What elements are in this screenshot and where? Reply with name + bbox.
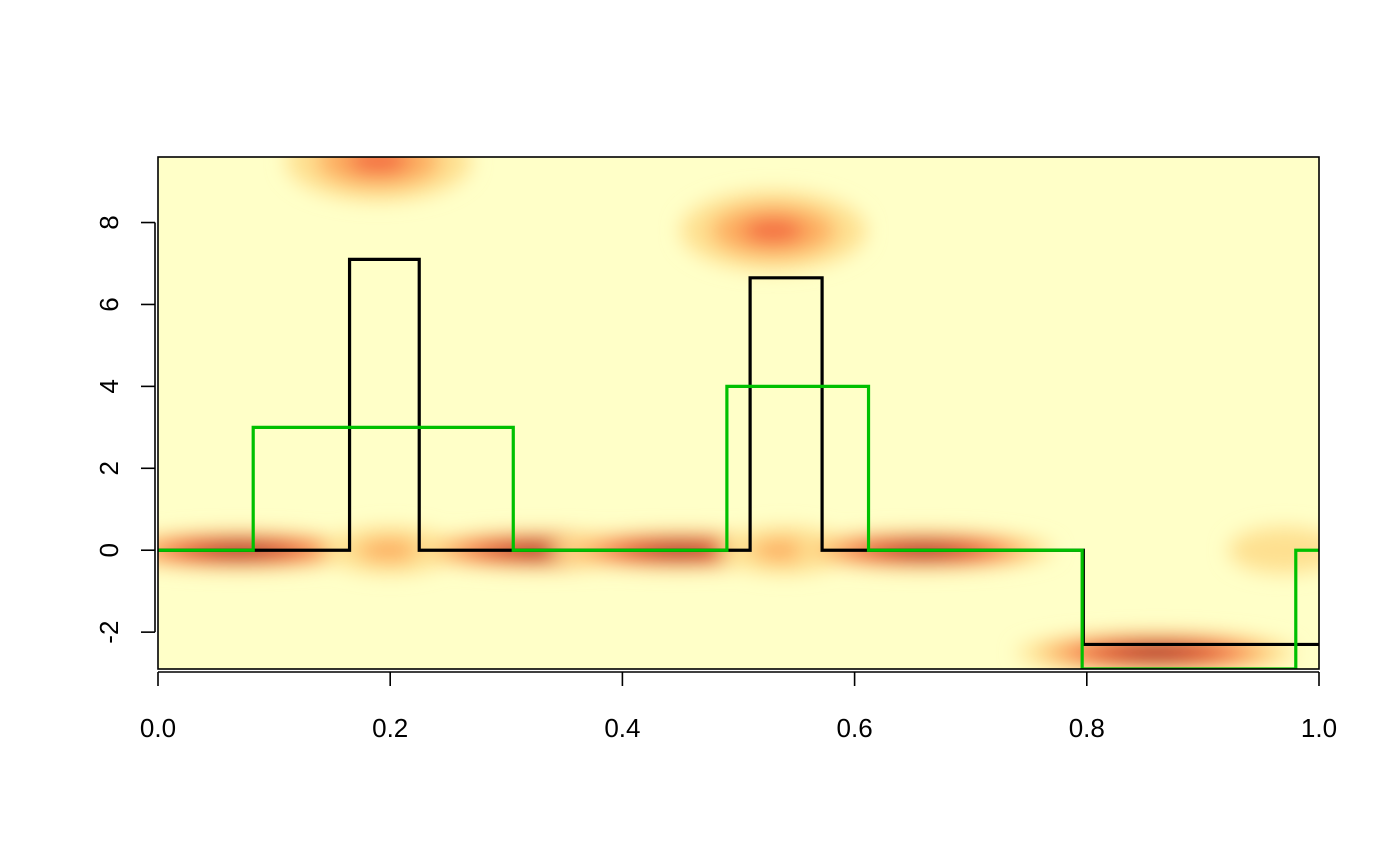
y-tick-label: 0 [94,543,124,557]
y-axis: -2 0 2 4 6 8 [94,215,156,644]
density-blob [325,527,456,574]
heatmap-density [158,157,1319,669]
density-blob [1228,527,1319,574]
x-tick-label: 1.0 [1301,713,1337,743]
y-tick-label: -2 [94,621,124,644]
plot-area [158,157,1319,669]
density-blob [285,157,472,201]
density-level [1133,649,1180,656]
y-tick-label: 2 [94,461,124,475]
x-tick-label: 0.4 [604,713,640,743]
y-tick-label: 8 [94,215,124,229]
density-blob [1017,632,1296,669]
y-tick-label: 4 [94,379,124,393]
density-level [742,217,805,244]
density-level [357,538,423,562]
density-level [1228,527,1319,574]
density-blob [680,191,867,271]
density-level [347,157,410,175]
x-tick-label: 0.6 [837,713,873,743]
y-tick-label: 6 [94,297,124,311]
series-line-2 [158,384,1319,669]
x-axis: 0.0 0.2 0.4 0.6 0.8 1.0 [140,671,1337,743]
x-tick-label: 0.2 [372,713,408,743]
x-tick-label: 0.8 [1069,713,1105,743]
x-tick-label: 0.0 [140,713,176,743]
plot-frame [157,156,1320,670]
